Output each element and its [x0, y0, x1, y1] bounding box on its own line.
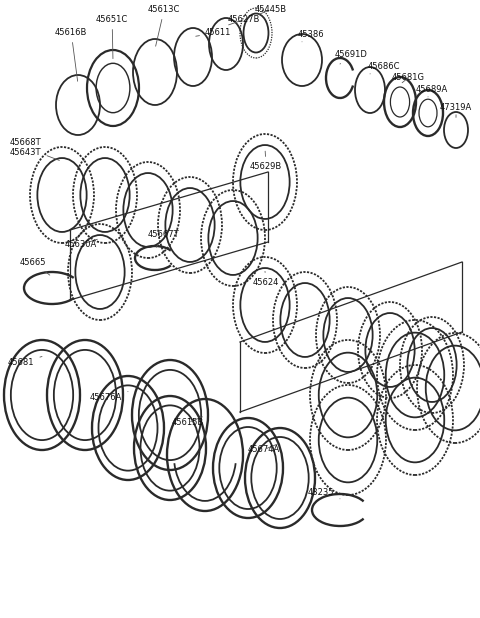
- Text: 45613C: 45613C: [148, 5, 180, 46]
- Text: 45668T
45643T: 45668T 45643T: [10, 138, 60, 161]
- Text: 45611: 45611: [196, 28, 231, 37]
- Text: 45686C: 45686C: [368, 62, 400, 74]
- Text: 45624: 45624: [253, 271, 279, 287]
- Text: 45691D: 45691D: [335, 50, 368, 64]
- Text: 45627B: 45627B: [228, 15, 260, 25]
- Text: 45681G: 45681G: [392, 73, 425, 83]
- Text: 45445B: 45445B: [255, 5, 287, 14]
- Text: 45629B: 45629B: [250, 151, 282, 171]
- Text: 45667T: 45667T: [148, 230, 180, 247]
- Text: 45615B: 45615B: [172, 417, 204, 427]
- Text: 45665: 45665: [20, 258, 50, 275]
- Text: 45630A: 45630A: [65, 239, 97, 249]
- Text: 45674A: 45674A: [248, 444, 280, 454]
- Text: 45386: 45386: [298, 30, 324, 42]
- Text: 45681: 45681: [8, 357, 42, 367]
- Text: 45651C: 45651C: [96, 15, 128, 59]
- Text: 43235: 43235: [308, 488, 340, 499]
- Text: 45676A: 45676A: [90, 392, 128, 402]
- Text: 45689A: 45689A: [416, 85, 448, 97]
- Text: 45616B: 45616B: [55, 28, 87, 81]
- Text: 47319A: 47319A: [440, 103, 472, 117]
